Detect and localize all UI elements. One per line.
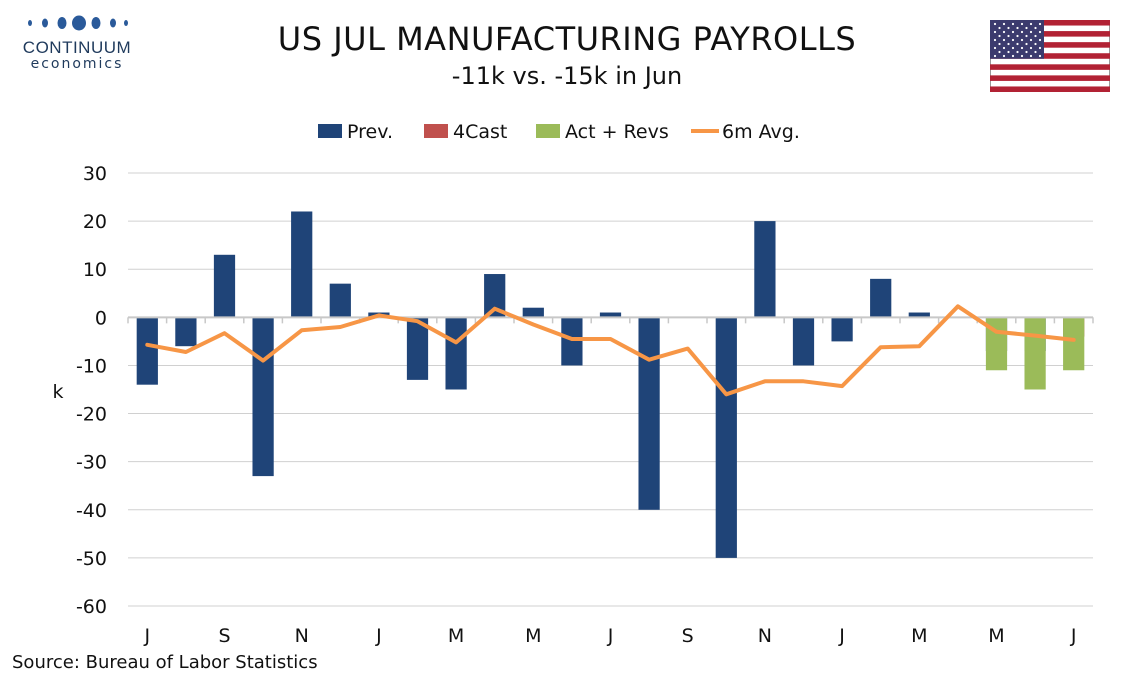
x-tick-label: J <box>1070 625 1077 647</box>
brand-name: CONTINUUM <box>22 38 132 57</box>
bar <box>175 317 197 347</box>
x-tick-label: J <box>607 625 614 647</box>
bar <box>213 254 236 318</box>
bar <box>406 317 429 380</box>
chart-subtitle: -11k vs. -15k in Jun <box>451 62 683 90</box>
bar <box>445 317 467 390</box>
x-tick-label: J <box>375 625 382 647</box>
x-tick-label: M <box>988 625 1004 647</box>
bar <box>1063 317 1085 371</box>
legend-label: Prev. <box>347 121 393 143</box>
bar <box>252 317 274 477</box>
bar <box>291 211 313 318</box>
legend-label: Act + Revs <box>565 121 669 143</box>
bar <box>638 317 660 510</box>
y-tick-label: -10 <box>76 355 107 377</box>
bar <box>484 274 506 318</box>
y-tick-label: 30 <box>83 163 107 185</box>
legend-swatch <box>424 124 448 138</box>
legend-swatch <box>318 124 342 138</box>
bar <box>792 317 815 366</box>
y-tick-label: -50 <box>76 548 107 570</box>
bar <box>561 317 583 366</box>
bar <box>831 317 853 342</box>
x-tick-label: N <box>295 625 309 647</box>
source-note: Source: Bureau of Labor Statistics <box>12 652 318 673</box>
legend-label: 4Cast <box>453 121 507 143</box>
logo-dots-icon <box>28 15 128 31</box>
x-tick-label: S <box>682 625 694 647</box>
x-tick-label: J <box>838 625 845 647</box>
y-tick-label: -40 <box>76 500 107 522</box>
y-tick-label: -30 <box>76 452 107 474</box>
x-tick-label: M <box>911 625 927 647</box>
bar <box>908 312 930 318</box>
bar <box>329 283 351 318</box>
legend-label: 6m Avg. <box>722 121 800 143</box>
y-tick-label: 10 <box>83 259 107 281</box>
bar <box>715 317 737 558</box>
brand-sub: economics <box>30 56 124 72</box>
legend-swatch <box>536 124 560 138</box>
us-flag-icon <box>990 20 1110 92</box>
bar <box>754 221 776 318</box>
bar <box>522 307 544 318</box>
y-tick-label: 20 <box>83 211 107 233</box>
x-tick-label: J <box>143 625 150 647</box>
x-tick-label: M <box>525 625 541 647</box>
chart-title: US JUL MANUFACTURING PAYROLLS <box>277 20 857 58</box>
brand-logo: CONTINUUM economics <box>12 14 142 72</box>
bar <box>136 317 158 385</box>
y-tick-label: 0 <box>95 307 107 329</box>
bar <box>870 278 892 318</box>
x-tick-label: M <box>448 625 464 647</box>
x-tick-label: S <box>218 625 230 647</box>
y-axis-label: k <box>52 381 63 403</box>
x-tick-label: N <box>758 625 772 647</box>
bar <box>599 312 622 318</box>
series-line-6m-avg <box>145 304 1076 397</box>
bar <box>1024 317 1046 390</box>
y-tick-label: -20 <box>76 404 107 426</box>
y-tick-label: -60 <box>76 596 107 618</box>
